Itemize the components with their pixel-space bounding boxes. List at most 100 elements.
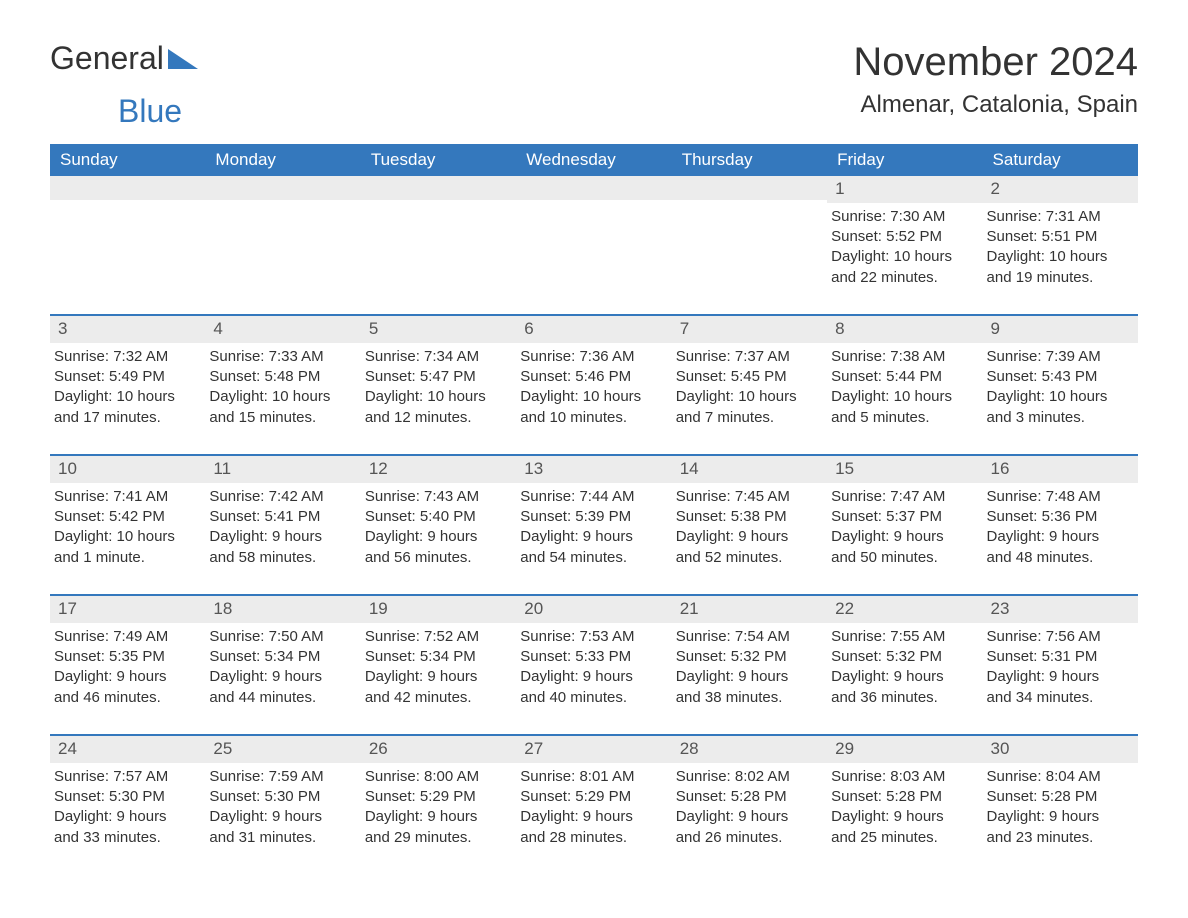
day-sunrise: Sunrise: 7:53 AM <box>520 627 663 647</box>
month-title: November 2024 <box>853 40 1138 85</box>
day-cell: 7Sunrise: 7:37 AMSunset: 5:45 PMDaylight… <box>672 316 827 436</box>
day-number: 15 <box>827 456 982 483</box>
day-daylight1: Daylight: 9 hours <box>54 667 197 687</box>
day-daylight2: and 33 minutes. <box>54 828 197 848</box>
day-number: 12 <box>361 456 516 483</box>
weekday-header: Sunday <box>50 144 205 176</box>
day-number: 19 <box>361 596 516 623</box>
day-cell: 1Sunrise: 7:30 AMSunset: 5:52 PMDaylight… <box>827 176 982 296</box>
day-number: 21 <box>672 596 827 623</box>
day-sunrise: Sunrise: 8:04 AM <box>987 767 1130 787</box>
day-sunrise: Sunrise: 7:59 AM <box>209 767 352 787</box>
day-number: 22 <box>827 596 982 623</box>
day-body: Sunrise: 7:57 AMSunset: 5:30 PMDaylight:… <box>50 763 205 848</box>
week-row: 10Sunrise: 7:41 AMSunset: 5:42 PMDayligh… <box>50 454 1138 576</box>
day-cell: 26Sunrise: 8:00 AMSunset: 5:29 PMDayligh… <box>361 736 516 856</box>
weekday-header: Friday <box>827 144 982 176</box>
day-daylight2: and 5 minutes. <box>831 408 974 428</box>
day-number: 2 <box>983 176 1138 203</box>
day-daylight2: and 10 minutes. <box>520 408 663 428</box>
day-cell: 13Sunrise: 7:44 AMSunset: 5:39 PMDayligh… <box>516 456 671 576</box>
day-cell: 29Sunrise: 8:03 AMSunset: 5:28 PMDayligh… <box>827 736 982 856</box>
day-cell: 6Sunrise: 7:36 AMSunset: 5:46 PMDaylight… <box>516 316 671 436</box>
day-number: 13 <box>516 456 671 483</box>
day-sunrise: Sunrise: 8:02 AM <box>676 767 819 787</box>
day-number: 27 <box>516 736 671 763</box>
day-daylight2: and 17 minutes. <box>54 408 197 428</box>
day-body: Sunrise: 7:48 AMSunset: 5:36 PMDaylight:… <box>983 483 1138 568</box>
day-sunrise: Sunrise: 8:00 AM <box>365 767 508 787</box>
weekday-header: Thursday <box>672 144 827 176</box>
day-daylight1: Daylight: 9 hours <box>676 667 819 687</box>
day-daylight1: Daylight: 9 hours <box>209 667 352 687</box>
day-daylight2: and 54 minutes. <box>520 548 663 568</box>
day-sunrise: Sunrise: 7:30 AM <box>831 207 974 227</box>
day-sunrise: Sunrise: 7:31 AM <box>987 207 1130 227</box>
day-cell: 27Sunrise: 8:01 AMSunset: 5:29 PMDayligh… <box>516 736 671 856</box>
day-number <box>205 176 360 200</box>
day-sunset: Sunset: 5:35 PM <box>54 647 197 667</box>
day-sunrise: Sunrise: 7:54 AM <box>676 627 819 647</box>
day-daylight1: Daylight: 9 hours <box>520 527 663 547</box>
day-sunset: Sunset: 5:41 PM <box>209 507 352 527</box>
day-body: Sunrise: 7:52 AMSunset: 5:34 PMDaylight:… <box>361 623 516 708</box>
day-sunset: Sunset: 5:30 PM <box>209 787 352 807</box>
day-body: Sunrise: 7:41 AMSunset: 5:42 PMDaylight:… <box>50 483 205 568</box>
day-sunrise: Sunrise: 7:42 AM <box>209 487 352 507</box>
day-cell: 21Sunrise: 7:54 AMSunset: 5:32 PMDayligh… <box>672 596 827 716</box>
logo-text-2: Blue <box>118 93 182 129</box>
week-row: 17Sunrise: 7:49 AMSunset: 5:35 PMDayligh… <box>50 594 1138 716</box>
day-sunset: Sunset: 5:40 PM <box>365 507 508 527</box>
day-number: 6 <box>516 316 671 343</box>
day-daylight2: and 58 minutes. <box>209 548 352 568</box>
day-body: Sunrise: 7:54 AMSunset: 5:32 PMDaylight:… <box>672 623 827 708</box>
day-sunrise: Sunrise: 7:34 AM <box>365 347 508 367</box>
day-number: 28 <box>672 736 827 763</box>
day-daylight1: Daylight: 9 hours <box>831 807 974 827</box>
day-daylight2: and 23 minutes. <box>987 828 1130 848</box>
day-sunset: Sunset: 5:43 PM <box>987 367 1130 387</box>
day-daylight1: Daylight: 10 hours <box>987 387 1130 407</box>
day-body: Sunrise: 7:31 AMSunset: 5:51 PMDaylight:… <box>983 203 1138 288</box>
day-body: Sunrise: 7:36 AMSunset: 5:46 PMDaylight:… <box>516 343 671 428</box>
weekday-header: Tuesday <box>361 144 516 176</box>
day-body: Sunrise: 7:53 AMSunset: 5:33 PMDaylight:… <box>516 623 671 708</box>
day-daylight1: Daylight: 10 hours <box>54 387 197 407</box>
day-sunset: Sunset: 5:36 PM <box>987 507 1130 527</box>
day-cell: 9Sunrise: 7:39 AMSunset: 5:43 PMDaylight… <box>983 316 1138 436</box>
day-daylight1: Daylight: 10 hours <box>676 387 819 407</box>
day-sunrise: Sunrise: 7:32 AM <box>54 347 197 367</box>
day-sunrise: Sunrise: 7:43 AM <box>365 487 508 507</box>
day-body: Sunrise: 7:33 AMSunset: 5:48 PMDaylight:… <box>205 343 360 428</box>
week-row: 1Sunrise: 7:30 AMSunset: 5:52 PMDaylight… <box>50 176 1138 296</box>
day-number: 24 <box>50 736 205 763</box>
day-daylight2: and 3 minutes. <box>987 408 1130 428</box>
day-number <box>672 176 827 200</box>
day-sunrise: Sunrise: 8:03 AM <box>831 767 974 787</box>
day-daylight2: and 56 minutes. <box>365 548 508 568</box>
day-cell: 14Sunrise: 7:45 AMSunset: 5:38 PMDayligh… <box>672 456 827 576</box>
logo-text-1: General <box>50 40 164 77</box>
weekday-header: Monday <box>205 144 360 176</box>
day-cell: 12Sunrise: 7:43 AMSunset: 5:40 PMDayligh… <box>361 456 516 576</box>
day-daylight2: and 31 minutes. <box>209 828 352 848</box>
day-daylight2: and 22 minutes. <box>831 268 974 288</box>
day-daylight1: Daylight: 10 hours <box>520 387 663 407</box>
day-cell <box>361 176 516 296</box>
day-body: Sunrise: 7:55 AMSunset: 5:32 PMDaylight:… <box>827 623 982 708</box>
day-sunrise: Sunrise: 7:33 AM <box>209 347 352 367</box>
day-number: 25 <box>205 736 360 763</box>
day-sunrise: Sunrise: 7:48 AM <box>987 487 1130 507</box>
day-number: 18 <box>205 596 360 623</box>
day-cell: 20Sunrise: 7:53 AMSunset: 5:33 PMDayligh… <box>516 596 671 716</box>
weekday-header: Saturday <box>983 144 1138 176</box>
day-sunrise: Sunrise: 7:36 AM <box>520 347 663 367</box>
day-sunrise: Sunrise: 7:52 AM <box>365 627 508 647</box>
weekday-header-row: Sunday Monday Tuesday Wednesday Thursday… <box>50 144 1138 176</box>
day-number: 17 <box>50 596 205 623</box>
day-sunset: Sunset: 5:37 PM <box>831 507 974 527</box>
day-daylight1: Daylight: 9 hours <box>987 807 1130 827</box>
day-cell: 25Sunrise: 7:59 AMSunset: 5:30 PMDayligh… <box>205 736 360 856</box>
day-sunrise: Sunrise: 7:56 AM <box>987 627 1130 647</box>
day-number: 26 <box>361 736 516 763</box>
